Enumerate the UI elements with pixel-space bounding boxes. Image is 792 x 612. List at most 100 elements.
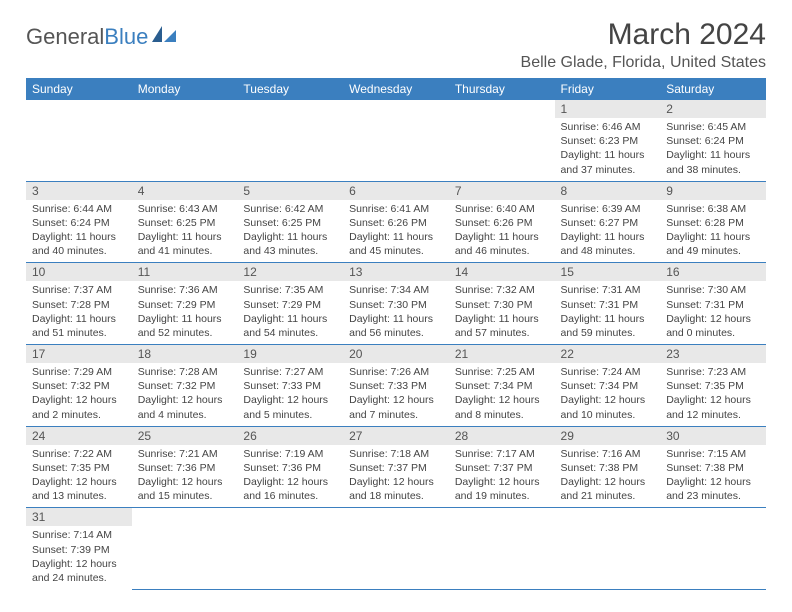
day-details: Sunrise: 6:39 AMSunset: 6:27 PMDaylight:… (555, 200, 661, 263)
day-number: 6 (343, 182, 449, 200)
calendar-cell (449, 100, 555, 181)
day-number: 4 (132, 182, 238, 200)
day-details: Sunrise: 7:27 AMSunset: 7:33 PMDaylight:… (237, 363, 343, 426)
calendar-cell (449, 508, 555, 589)
day-details: Sunrise: 7:17 AMSunset: 7:37 PMDaylight:… (449, 445, 555, 508)
calendar-cell: 4Sunrise: 6:43 AMSunset: 6:25 PMDaylight… (132, 181, 238, 263)
day-number: 17 (26, 345, 132, 363)
calendar-cell: 26Sunrise: 7:19 AMSunset: 7:36 PMDayligh… (237, 426, 343, 508)
calendar-cell: 15Sunrise: 7:31 AMSunset: 7:31 PMDayligh… (555, 263, 661, 345)
calendar-cell (132, 508, 238, 589)
logo-text-1: General (26, 24, 104, 50)
day-number: 1 (555, 100, 661, 118)
calendar-cell: 1Sunrise: 6:46 AMSunset: 6:23 PMDaylight… (555, 100, 661, 181)
day-details: Sunrise: 6:42 AMSunset: 6:25 PMDaylight:… (237, 200, 343, 263)
calendar-row: 10Sunrise: 7:37 AMSunset: 7:28 PMDayligh… (26, 263, 766, 345)
calendar-cell: 8Sunrise: 6:39 AMSunset: 6:27 PMDaylight… (555, 181, 661, 263)
day-number: 11 (132, 263, 238, 281)
logo: GeneralBlue (26, 24, 178, 50)
calendar-cell: 31Sunrise: 7:14 AMSunset: 7:39 PMDayligh… (26, 508, 132, 589)
weekday-header: Friday (555, 78, 661, 100)
day-number: 7 (449, 182, 555, 200)
day-details: Sunrise: 7:34 AMSunset: 7:30 PMDaylight:… (343, 281, 449, 344)
day-details: Sunrise: 7:18 AMSunset: 7:37 PMDaylight:… (343, 445, 449, 508)
calendar-table: SundayMondayTuesdayWednesdayThursdayFrid… (26, 78, 766, 590)
calendar-cell: 12Sunrise: 7:35 AMSunset: 7:29 PMDayligh… (237, 263, 343, 345)
day-details: Sunrise: 7:26 AMSunset: 7:33 PMDaylight:… (343, 363, 449, 426)
weekday-header: Tuesday (237, 78, 343, 100)
day-number: 21 (449, 345, 555, 363)
day-details: Sunrise: 7:30 AMSunset: 7:31 PMDaylight:… (660, 281, 766, 344)
day-number: 26 (237, 427, 343, 445)
calendar-cell: 11Sunrise: 7:36 AMSunset: 7:29 PMDayligh… (132, 263, 238, 345)
calendar-cell: 5Sunrise: 6:42 AMSunset: 6:25 PMDaylight… (237, 181, 343, 263)
day-details: Sunrise: 6:43 AMSunset: 6:25 PMDaylight:… (132, 200, 238, 263)
day-number: 25 (132, 427, 238, 445)
calendar-cell: 14Sunrise: 7:32 AMSunset: 7:30 PMDayligh… (449, 263, 555, 345)
month-title: March 2024 (521, 18, 766, 52)
calendar-cell (237, 508, 343, 589)
day-number: 28 (449, 427, 555, 445)
calendar-cell: 18Sunrise: 7:28 AMSunset: 7:32 PMDayligh… (132, 345, 238, 427)
weekday-header: Thursday (449, 78, 555, 100)
calendar-cell (132, 100, 238, 181)
day-number: 19 (237, 345, 343, 363)
calendar-cell: 22Sunrise: 7:24 AMSunset: 7:34 PMDayligh… (555, 345, 661, 427)
calendar-cell: 16Sunrise: 7:30 AMSunset: 7:31 PMDayligh… (660, 263, 766, 345)
day-number: 30 (660, 427, 766, 445)
calendar-cell (660, 508, 766, 589)
day-number: 8 (555, 182, 661, 200)
day-details: Sunrise: 7:37 AMSunset: 7:28 PMDaylight:… (26, 281, 132, 344)
day-details: Sunrise: 7:36 AMSunset: 7:29 PMDaylight:… (132, 281, 238, 344)
weekday-header: Saturday (660, 78, 766, 100)
day-details: Sunrise: 6:45 AMSunset: 6:24 PMDaylight:… (660, 118, 766, 181)
calendar-cell: 9Sunrise: 6:38 AMSunset: 6:28 PMDaylight… (660, 181, 766, 263)
calendar-cell: 23Sunrise: 7:23 AMSunset: 7:35 PMDayligh… (660, 345, 766, 427)
calendar-cell: 19Sunrise: 7:27 AMSunset: 7:33 PMDayligh… (237, 345, 343, 427)
day-details: Sunrise: 6:38 AMSunset: 6:28 PMDaylight:… (660, 200, 766, 263)
day-number: 29 (555, 427, 661, 445)
calendar-cell: 10Sunrise: 7:37 AMSunset: 7:28 PMDayligh… (26, 263, 132, 345)
day-details: Sunrise: 7:24 AMSunset: 7:34 PMDaylight:… (555, 363, 661, 426)
day-details: Sunrise: 7:28 AMSunset: 7:32 PMDaylight:… (132, 363, 238, 426)
calendar-row: 17Sunrise: 7:29 AMSunset: 7:32 PMDayligh… (26, 345, 766, 427)
day-number: 12 (237, 263, 343, 281)
calendar-cell: 27Sunrise: 7:18 AMSunset: 7:37 PMDayligh… (343, 426, 449, 508)
day-number: 20 (343, 345, 449, 363)
day-details: Sunrise: 7:22 AMSunset: 7:35 PMDaylight:… (26, 445, 132, 508)
day-number: 24 (26, 427, 132, 445)
day-details: Sunrise: 7:25 AMSunset: 7:34 PMDaylight:… (449, 363, 555, 426)
calendar-cell (343, 100, 449, 181)
day-number: 16 (660, 263, 766, 281)
calendar-cell (237, 100, 343, 181)
day-details: Sunrise: 7:23 AMSunset: 7:35 PMDaylight:… (660, 363, 766, 426)
calendar-cell: 30Sunrise: 7:15 AMSunset: 7:38 PMDayligh… (660, 426, 766, 508)
day-number: 31 (26, 508, 132, 526)
day-number: 18 (132, 345, 238, 363)
location-subtitle: Belle Glade, Florida, United States (521, 54, 766, 72)
calendar-cell: 20Sunrise: 7:26 AMSunset: 7:33 PMDayligh… (343, 345, 449, 427)
day-details: Sunrise: 6:41 AMSunset: 6:26 PMDaylight:… (343, 200, 449, 263)
day-details: Sunrise: 7:14 AMSunset: 7:39 PMDaylight:… (26, 526, 132, 589)
day-details: Sunrise: 6:40 AMSunset: 6:26 PMDaylight:… (449, 200, 555, 263)
day-number: 22 (555, 345, 661, 363)
day-number: 5 (237, 182, 343, 200)
day-details: Sunrise: 6:46 AMSunset: 6:23 PMDaylight:… (555, 118, 661, 181)
day-details: Sunrise: 7:15 AMSunset: 7:38 PMDaylight:… (660, 445, 766, 508)
calendar-cell: 3Sunrise: 6:44 AMSunset: 6:24 PMDaylight… (26, 181, 132, 263)
day-details: Sunrise: 7:19 AMSunset: 7:36 PMDaylight:… (237, 445, 343, 508)
calendar-cell: 13Sunrise: 7:34 AMSunset: 7:30 PMDayligh… (343, 263, 449, 345)
calendar-cell: 7Sunrise: 6:40 AMSunset: 6:26 PMDaylight… (449, 181, 555, 263)
day-number: 23 (660, 345, 766, 363)
day-details: Sunrise: 7:29 AMSunset: 7:32 PMDaylight:… (26, 363, 132, 426)
weekday-header: Monday (132, 78, 238, 100)
day-details: Sunrise: 7:16 AMSunset: 7:38 PMDaylight:… (555, 445, 661, 508)
day-details: Sunrise: 7:35 AMSunset: 7:29 PMDaylight:… (237, 281, 343, 344)
day-details: Sunrise: 7:31 AMSunset: 7:31 PMDaylight:… (555, 281, 661, 344)
calendar-cell: 24Sunrise: 7:22 AMSunset: 7:35 PMDayligh… (26, 426, 132, 508)
weekday-header: Sunday (26, 78, 132, 100)
calendar-cell (555, 508, 661, 589)
weekday-header: Wednesday (343, 78, 449, 100)
day-number: 3 (26, 182, 132, 200)
calendar-cell: 17Sunrise: 7:29 AMSunset: 7:32 PMDayligh… (26, 345, 132, 427)
